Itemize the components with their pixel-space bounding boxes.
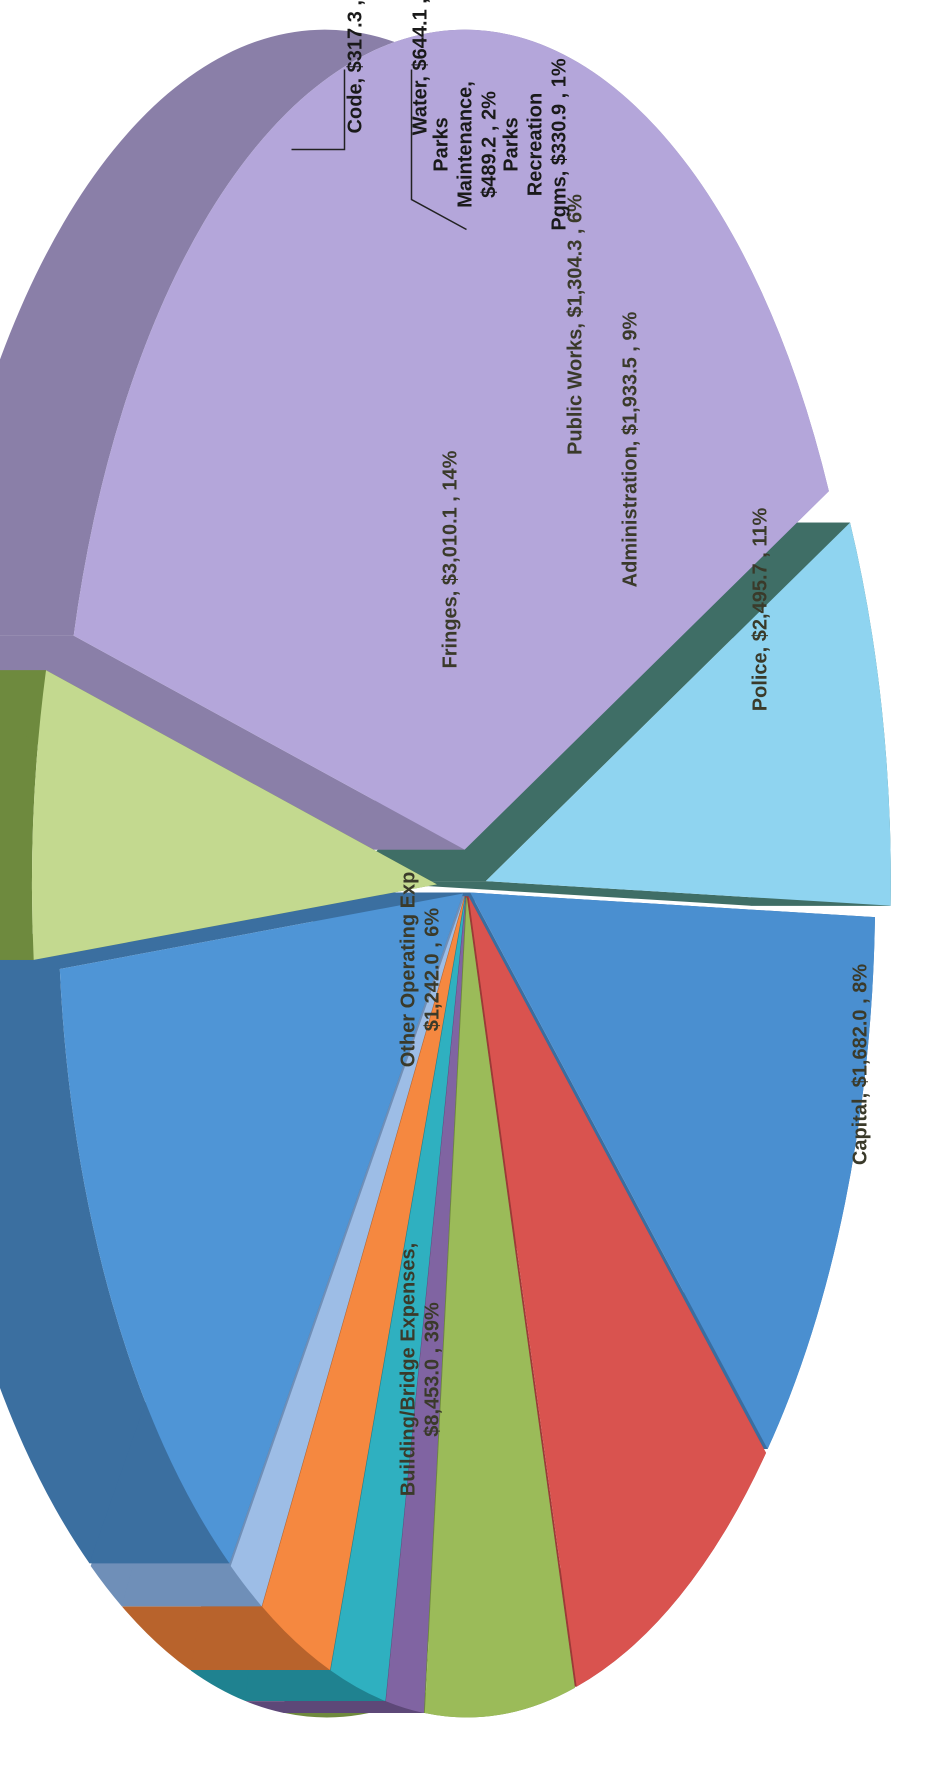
slice-police: [470, 892, 875, 1450]
slice-building_bridge: [73, 29, 829, 850]
slice-water: [262, 896, 465, 1671]
slice-labels: Police, $2,495.7 , 11% Administration, $1…: [345, 0, 872, 1496]
slice-parks_recreation: [385, 897, 466, 1713]
slice-side-fringes: [0, 968, 230, 1564]
slice-tops: [31, 29, 891, 1718]
slice-label-line: Administration, $1,933.5 , 9%: [620, 311, 642, 587]
slice-label-line: Code, $317.3 , 1%: [345, 0, 367, 133]
slice-fringes: [59, 893, 464, 1564]
slice-edge-capital-end: [345, 881, 891, 906]
slice-label-line: $8,453.0 , 39%: [422, 1302, 444, 1437]
slice-label-line: Recreation: [525, 93, 547, 196]
slice-label-police: Police, $2,495.7 , 11%: [750, 508, 772, 712]
slice-label-line: Fringes, $3,010.1 , 14%: [440, 450, 462, 668]
slice-label-line: Parks: [501, 117, 523, 172]
slice-label-line: Building/Bridge Expenses,: [398, 1243, 420, 1496]
slice-label-line: Police, $2,495.7 , 11%: [750, 508, 772, 712]
slice-other_operating: [31, 670, 437, 960]
leader-line-code: [291, 69, 346, 151]
slice-public_works: [424, 897, 575, 1718]
slice-label-public_works: Public Works, $1,304.3 , 6%: [565, 194, 587, 455]
slice-label-building_bridge: Building/Bridge Expenses, $8,453.0 , 39%: [398, 1243, 444, 1496]
slice-label-line: $489.2 , 2%: [479, 91, 501, 198]
slice-label-line: Water, $644.1 , 3%: [410, 0, 432, 135]
leader-line-water: [410, 69, 467, 231]
slice-label-line: Capital, $1,682.0 , 8%: [850, 964, 872, 1165]
slice-label-parks_recreation: Parks Recreation Pgms, $330.9 , 1%: [501, 58, 571, 231]
slice-label-capital: Capital, $1,682.0 , 8%: [850, 964, 872, 1165]
slice-side-other_operating: [0, 670, 47, 960]
slice-label-line: Maintenance,: [455, 81, 477, 208]
slice-label-fringes: Fringes, $3,010.1 , 14%: [440, 450, 462, 668]
leader-lines: [291, 69, 467, 231]
slice-label-code: Code, $317.3 , 1%: [345, 0, 367, 133]
slice-label-line: Pgms, $330.9 , 1%: [549, 58, 571, 231]
slice-label-line: $1,242.0 , 6%: [422, 908, 444, 1032]
slice-label-administration: Administration, $1,933.5 , 9%: [620, 311, 642, 587]
slice-label-line: Parks: [431, 117, 453, 172]
slice-label-parks_maintenance: Parks Maintenance, $489.2 , 2%: [431, 81, 501, 208]
slice-administration: [468, 896, 767, 1687]
slice-capital: [485, 522, 891, 906]
slice-label-water: Water, $644.1 , 3%: [410, 0, 432, 135]
slice-parks_maintenance: [330, 897, 466, 1702]
slice-code: [230, 896, 465, 1607]
slice-label-other_operating: Other Operating Exp $1,242.0 , 6%: [398, 872, 444, 1068]
slice-label-line: Other Operating Exp: [398, 872, 420, 1068]
slice-label-line: Public Works, $1,304.3 , 6%: [565, 194, 587, 455]
